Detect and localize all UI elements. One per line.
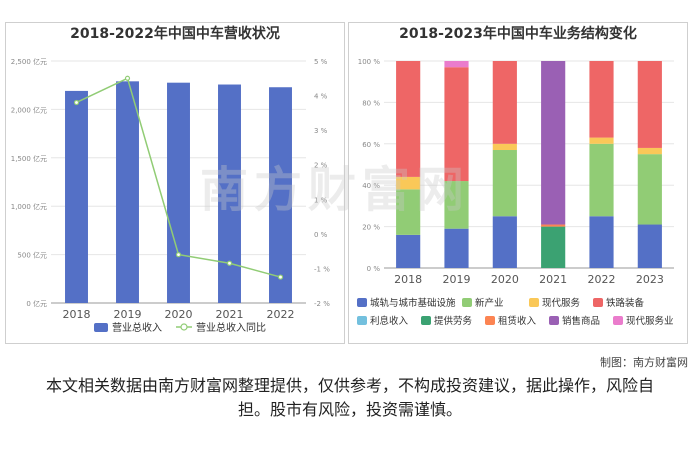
y-tick-label: 40 % xyxy=(362,182,380,190)
stacked-segment xyxy=(541,61,566,225)
x-tick-label: 2019 xyxy=(443,273,471,286)
x-tick-label: 2018 xyxy=(394,273,422,286)
legend-label: 铁路装备 xyxy=(606,297,645,309)
legend-swatch xyxy=(357,316,367,325)
legend-yoy-label: 营业总收入同比 xyxy=(196,321,266,334)
x-tick-label: 2019 xyxy=(114,308,142,321)
y-tick-label: 80 % xyxy=(362,99,380,107)
y-left-tick-label: 1,500 亿元 xyxy=(11,154,47,163)
y-right-tick-label: -2 % xyxy=(314,300,330,308)
legend-swatch xyxy=(593,298,603,307)
x-tick-label: 2023 xyxy=(636,273,664,286)
y-right-tick-label: 2 % xyxy=(314,162,328,170)
legend-swatch xyxy=(529,298,539,307)
legend-label: 新产业 xyxy=(475,297,504,309)
structure-chart-title: 2018-2023年中国中车业务结构变化 xyxy=(399,26,637,42)
stacked-segment xyxy=(589,137,614,144)
legend-swatch xyxy=(421,316,431,325)
y-right-tick-label: 4 % xyxy=(314,93,328,101)
y-tick-label: 20 % xyxy=(362,224,380,232)
y-tick-label: 100 % xyxy=(358,58,381,66)
legend-revenue-swatch xyxy=(94,323,108,332)
yoy-point xyxy=(124,75,131,81)
structure-chart-svg: 0 % 20 % 40 % 60 % 80 % 100 % 2018 2019 2020 2021… xyxy=(357,58,674,327)
y-right-tick-label: 5 % xyxy=(314,58,328,66)
legend-label: 现代服务业 xyxy=(626,315,674,327)
yoy-point xyxy=(175,252,182,258)
legend-label: 提供劳务 xyxy=(434,315,473,327)
legend-revenue-label: 营业总收入 xyxy=(112,321,162,334)
x-tick-label: 2018 xyxy=(63,308,91,321)
y-left-tick-label: 1,000 亿元 xyxy=(11,202,47,211)
stacked-segment xyxy=(396,176,421,190)
y-right-tick-label: -1 % xyxy=(314,265,330,273)
stacked-segment xyxy=(589,143,614,217)
y-left-tick-label: 2,000 亿元 xyxy=(11,105,47,114)
revenue-chart-title: 2018-2022年中国中车营收状况 xyxy=(70,26,280,42)
yoy-point xyxy=(73,99,80,106)
y-right-tick-label: 1 % xyxy=(314,196,328,204)
legend-swatch xyxy=(462,298,472,307)
x-tick-label: 2021 xyxy=(539,273,567,286)
x-tick-label: 2022 xyxy=(588,273,616,286)
stacked-segment xyxy=(444,228,469,268)
x-tick-label: 2021 xyxy=(216,308,244,321)
legend-label: 城轨与城市基础设施 xyxy=(370,297,456,309)
x-tick-label: 2020 xyxy=(165,308,193,321)
y-left-tick-label: 500 亿元 xyxy=(17,251,47,260)
revenue-bar xyxy=(218,84,241,303)
legend-label: 租赁收入 xyxy=(498,315,537,327)
stacked-segment xyxy=(444,181,469,229)
stacked-segment xyxy=(492,143,517,151)
stacked-segment xyxy=(444,67,469,182)
stacked-segment xyxy=(444,61,469,68)
stacked-segment xyxy=(492,216,517,268)
disclaimer-text: 本文相关数据由南方财富网整理提供，仅供参考，不构成投资建议，据此操作，风险自担。… xyxy=(45,376,654,419)
yoy-point xyxy=(226,260,233,266)
revenue-chart-panel: 2018-2022年中国中车营收状况 0 亿元 500 亿元 1,000 亿元 1,5… xyxy=(5,22,345,344)
legend-swatch xyxy=(549,316,559,325)
y-right-tick-label: 3 % xyxy=(314,127,328,135)
stacked-segment xyxy=(541,226,566,268)
x-tick-label: 2022 xyxy=(267,308,295,321)
legend-swatch xyxy=(357,298,367,307)
legend-label: 销售商品 xyxy=(562,315,600,327)
legend-yoy-marker xyxy=(180,323,188,331)
stacked-segment xyxy=(637,61,662,148)
structure-chart-panel: 2018-2023年中国中车业务结构变化 0 % 20 % 40 % 60 % 80 %… xyxy=(348,22,688,344)
revenue-chart-svg: 0 亿元 500 亿元 1,000 亿元 1,500 亿元 2,000 亿元 2,500 … xyxy=(11,57,330,334)
revenue-bar xyxy=(269,87,292,303)
stacked-segment xyxy=(637,154,662,225)
revenue-bar xyxy=(167,82,190,303)
x-tick-label: 2020 xyxy=(491,273,519,286)
stacked-segment xyxy=(396,189,421,235)
legend-label: 利息收入 xyxy=(370,315,409,327)
y-tick-label: 60 % xyxy=(362,141,380,149)
stacked-segment xyxy=(492,61,517,144)
legend-swatch xyxy=(485,316,495,325)
stacked-segment xyxy=(541,224,566,227)
legend-swatch xyxy=(613,316,623,325)
legend-label: 现代服务 xyxy=(542,297,581,309)
stacked-segment xyxy=(396,234,421,268)
y-right-tick-label: 0 % xyxy=(314,231,328,239)
revenue-bar xyxy=(65,90,88,304)
stacked-segment xyxy=(492,150,517,217)
revenue-bar xyxy=(116,81,139,303)
stacked-segment xyxy=(637,224,662,268)
yoy-point xyxy=(277,274,284,280)
y-left-tick-label: 2,500 亿元 xyxy=(11,57,47,66)
stacked-segment xyxy=(396,61,421,177)
stacked-segment xyxy=(589,61,614,138)
y-tick-label: 0 % xyxy=(367,265,381,273)
stacked-segment xyxy=(589,216,614,268)
y-left-tick-label: 0 亿元 xyxy=(26,299,47,308)
chart-credit: 制图：南方财富网 xyxy=(600,356,688,369)
stacked-segment xyxy=(637,147,662,155)
